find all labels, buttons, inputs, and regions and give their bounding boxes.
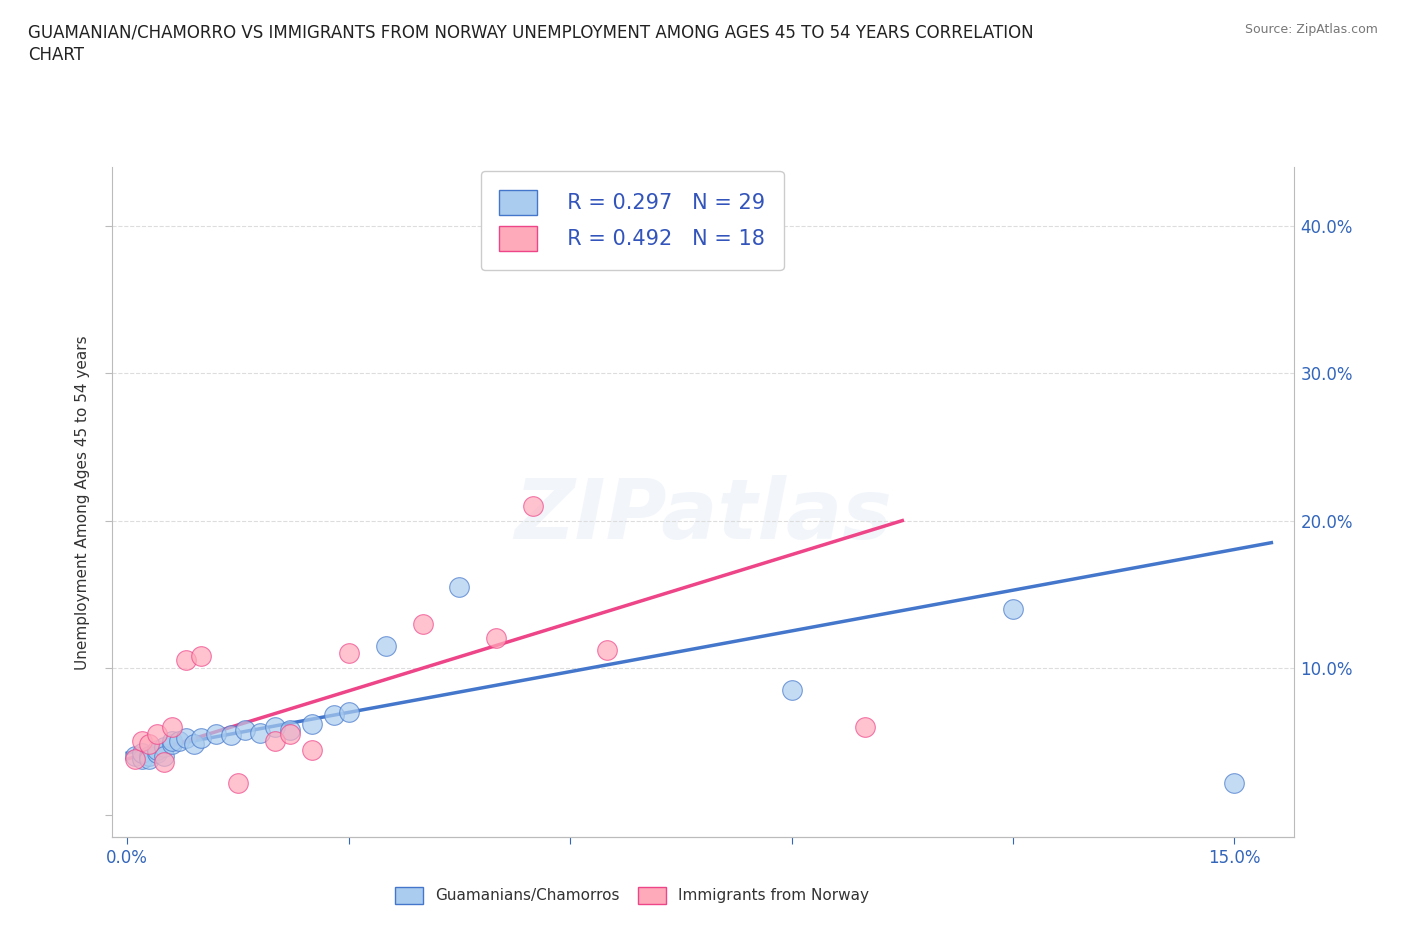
Point xyxy=(301,743,323,758)
Point xyxy=(264,719,287,734)
Point xyxy=(233,722,257,737)
Point xyxy=(323,708,346,723)
Point xyxy=(174,653,197,668)
Legend: Guamanians/Chamorros, Immigrants from Norway: Guamanians/Chamorros, Immigrants from No… xyxy=(389,881,875,910)
Point xyxy=(138,751,160,766)
Text: GUAMANIAN/CHAMORRO VS IMMIGRANTS FROM NORWAY UNEMPLOYMENT AMONG AGES 45 TO 54 YE: GUAMANIAN/CHAMORRO VS IMMIGRANTS FROM NO… xyxy=(28,23,1033,41)
Point xyxy=(190,648,212,663)
Point xyxy=(374,638,396,653)
Text: CHART: CHART xyxy=(28,46,84,64)
Point xyxy=(174,731,197,746)
Point xyxy=(278,722,301,737)
Point xyxy=(449,579,471,594)
Point xyxy=(167,734,190,749)
Point xyxy=(596,643,619,658)
Point xyxy=(264,734,287,749)
Y-axis label: Unemployment Among Ages 45 to 54 years: Unemployment Among Ages 45 to 54 years xyxy=(75,335,90,670)
Point xyxy=(249,725,271,740)
Text: Source: ZipAtlas.com: Source: ZipAtlas.com xyxy=(1244,23,1378,36)
Point xyxy=(160,719,183,734)
Point xyxy=(1001,602,1024,617)
Point xyxy=(522,498,544,513)
Point xyxy=(124,749,146,764)
Point xyxy=(146,726,169,741)
Point xyxy=(138,737,160,751)
Point xyxy=(411,617,433,631)
Point xyxy=(205,726,228,741)
Text: ZIPatlas: ZIPatlas xyxy=(515,475,891,556)
Point xyxy=(146,743,169,758)
Point xyxy=(131,734,153,749)
Point xyxy=(153,749,176,764)
Point xyxy=(278,726,301,741)
Point xyxy=(219,728,242,743)
Point xyxy=(153,739,176,754)
Point xyxy=(183,737,205,751)
Point xyxy=(1223,775,1246,790)
Point xyxy=(337,704,360,719)
Point xyxy=(138,749,160,764)
Point xyxy=(153,754,176,769)
Point xyxy=(131,751,153,766)
Point xyxy=(124,751,146,766)
Point xyxy=(160,734,183,749)
Point xyxy=(301,716,323,731)
Point xyxy=(190,731,212,746)
Point xyxy=(780,683,803,698)
Point xyxy=(855,719,877,734)
Point xyxy=(226,775,249,790)
Point xyxy=(131,746,153,761)
Point xyxy=(160,737,183,751)
Point xyxy=(485,631,508,645)
Point xyxy=(146,746,169,761)
Point xyxy=(337,645,360,660)
